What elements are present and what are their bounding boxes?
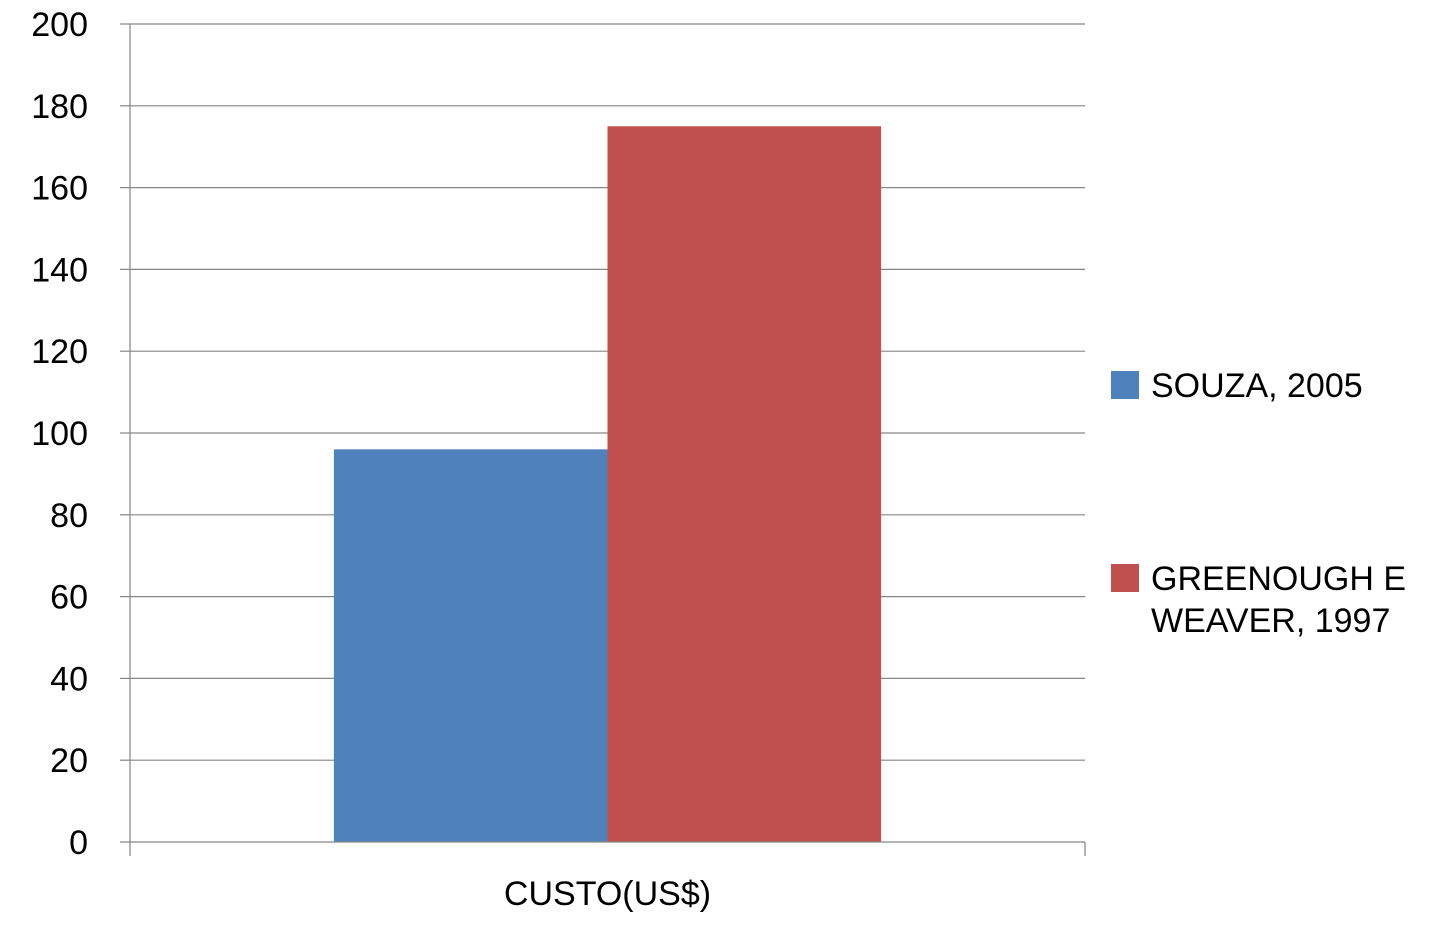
y-tick-label: 40 — [50, 660, 88, 698]
bar-2 — [607, 126, 882, 842]
bars — [333, 126, 882, 842]
axes — [120, 23, 1086, 856]
x-category-label: CUSTO(US$) — [504, 875, 711, 913]
y-tick-label: 140 — [31, 251, 88, 289]
legend-swatch — [1111, 371, 1139, 399]
y-tick-label: 160 — [31, 170, 88, 208]
y-tick-label: 20 — [50, 742, 88, 780]
y-tick-label: 180 — [31, 88, 88, 126]
y-tick-label: 100 — [31, 415, 88, 453]
x-category-labels: CUSTO(US$) — [504, 875, 711, 913]
legend: SOUZA, 2005 GREENOUGH E WEAVER, 1997 — [1111, 367, 1406, 640]
bar-1 — [333, 449, 608, 842]
legend-label: SOUZA, 2005 — [1151, 367, 1363, 405]
y-tick-labels: 0 20 40 60 80 100 120 140 160 180 200 — [31, 6, 88, 862]
y-tick-label: 60 — [50, 579, 88, 617]
y-tick-label: 120 — [31, 333, 88, 371]
y-tick-label: 80 — [50, 497, 88, 535]
legend-label: GREENOUGH E WEAVER, 1997 — [1151, 560, 1406, 640]
legend-swatch — [1111, 564, 1139, 592]
y-tick-label: 0 — [69, 824, 88, 862]
y-tick-label: 200 — [31, 6, 88, 44]
